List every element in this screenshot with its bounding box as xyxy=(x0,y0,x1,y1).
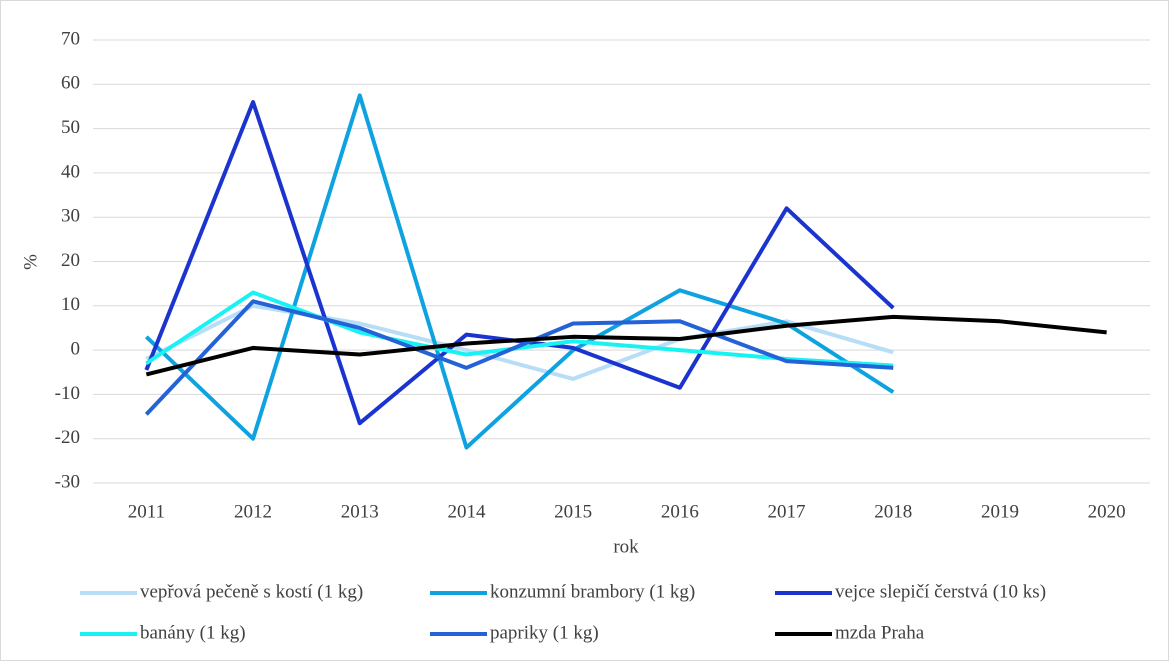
legend-label: vejce slepičí čerstvá (10 ks) xyxy=(835,581,1046,602)
y-tick-label: 40 xyxy=(61,161,80,182)
y-tick-label: 20 xyxy=(61,250,80,271)
x-tick-label: 2018 xyxy=(874,501,912,522)
legend-label: konzumní brambory (1 kg) xyxy=(490,581,695,602)
x-tick-label: 2013 xyxy=(341,501,379,522)
y-tick-label: -20 xyxy=(55,427,80,448)
x-tick-label: 2016 xyxy=(661,501,699,522)
x-tick-label: 2019 xyxy=(981,501,1019,522)
x-tick-label: 2015 xyxy=(554,501,592,522)
x-tick-label: 2017 xyxy=(768,501,806,522)
x-tick-label: 2012 xyxy=(234,501,272,522)
series-line xyxy=(144,299,894,416)
x-tick-label: 2011 xyxy=(128,501,165,522)
series-line xyxy=(145,314,1107,377)
y-tick-label: -30 xyxy=(55,471,80,492)
y-tick-label: -10 xyxy=(55,383,80,404)
series-line xyxy=(144,93,895,450)
y-tick-label: 30 xyxy=(61,206,80,227)
y-tick-label: 0 xyxy=(71,338,81,359)
series-line xyxy=(145,303,894,381)
legend-label: mzda Praha xyxy=(835,622,925,643)
y-tick-label: 10 xyxy=(61,294,80,315)
legend-label: vepřová pečeně s kostí (1 kg) xyxy=(140,581,363,602)
x-tick-label: 2020 xyxy=(1088,501,1126,522)
y-tick-label: 60 xyxy=(61,73,80,94)
legend-label: banány (1 kg) xyxy=(140,622,246,643)
series-line xyxy=(145,290,894,368)
x-axis-label: rok xyxy=(613,536,639,557)
y-tick-label: 50 xyxy=(61,117,80,138)
y-tick-label: 70 xyxy=(61,28,80,49)
y-axis-label: % xyxy=(20,254,41,270)
legend-label: papriky (1 kg) xyxy=(490,622,599,643)
x-tick-label: 2014 xyxy=(447,501,486,522)
